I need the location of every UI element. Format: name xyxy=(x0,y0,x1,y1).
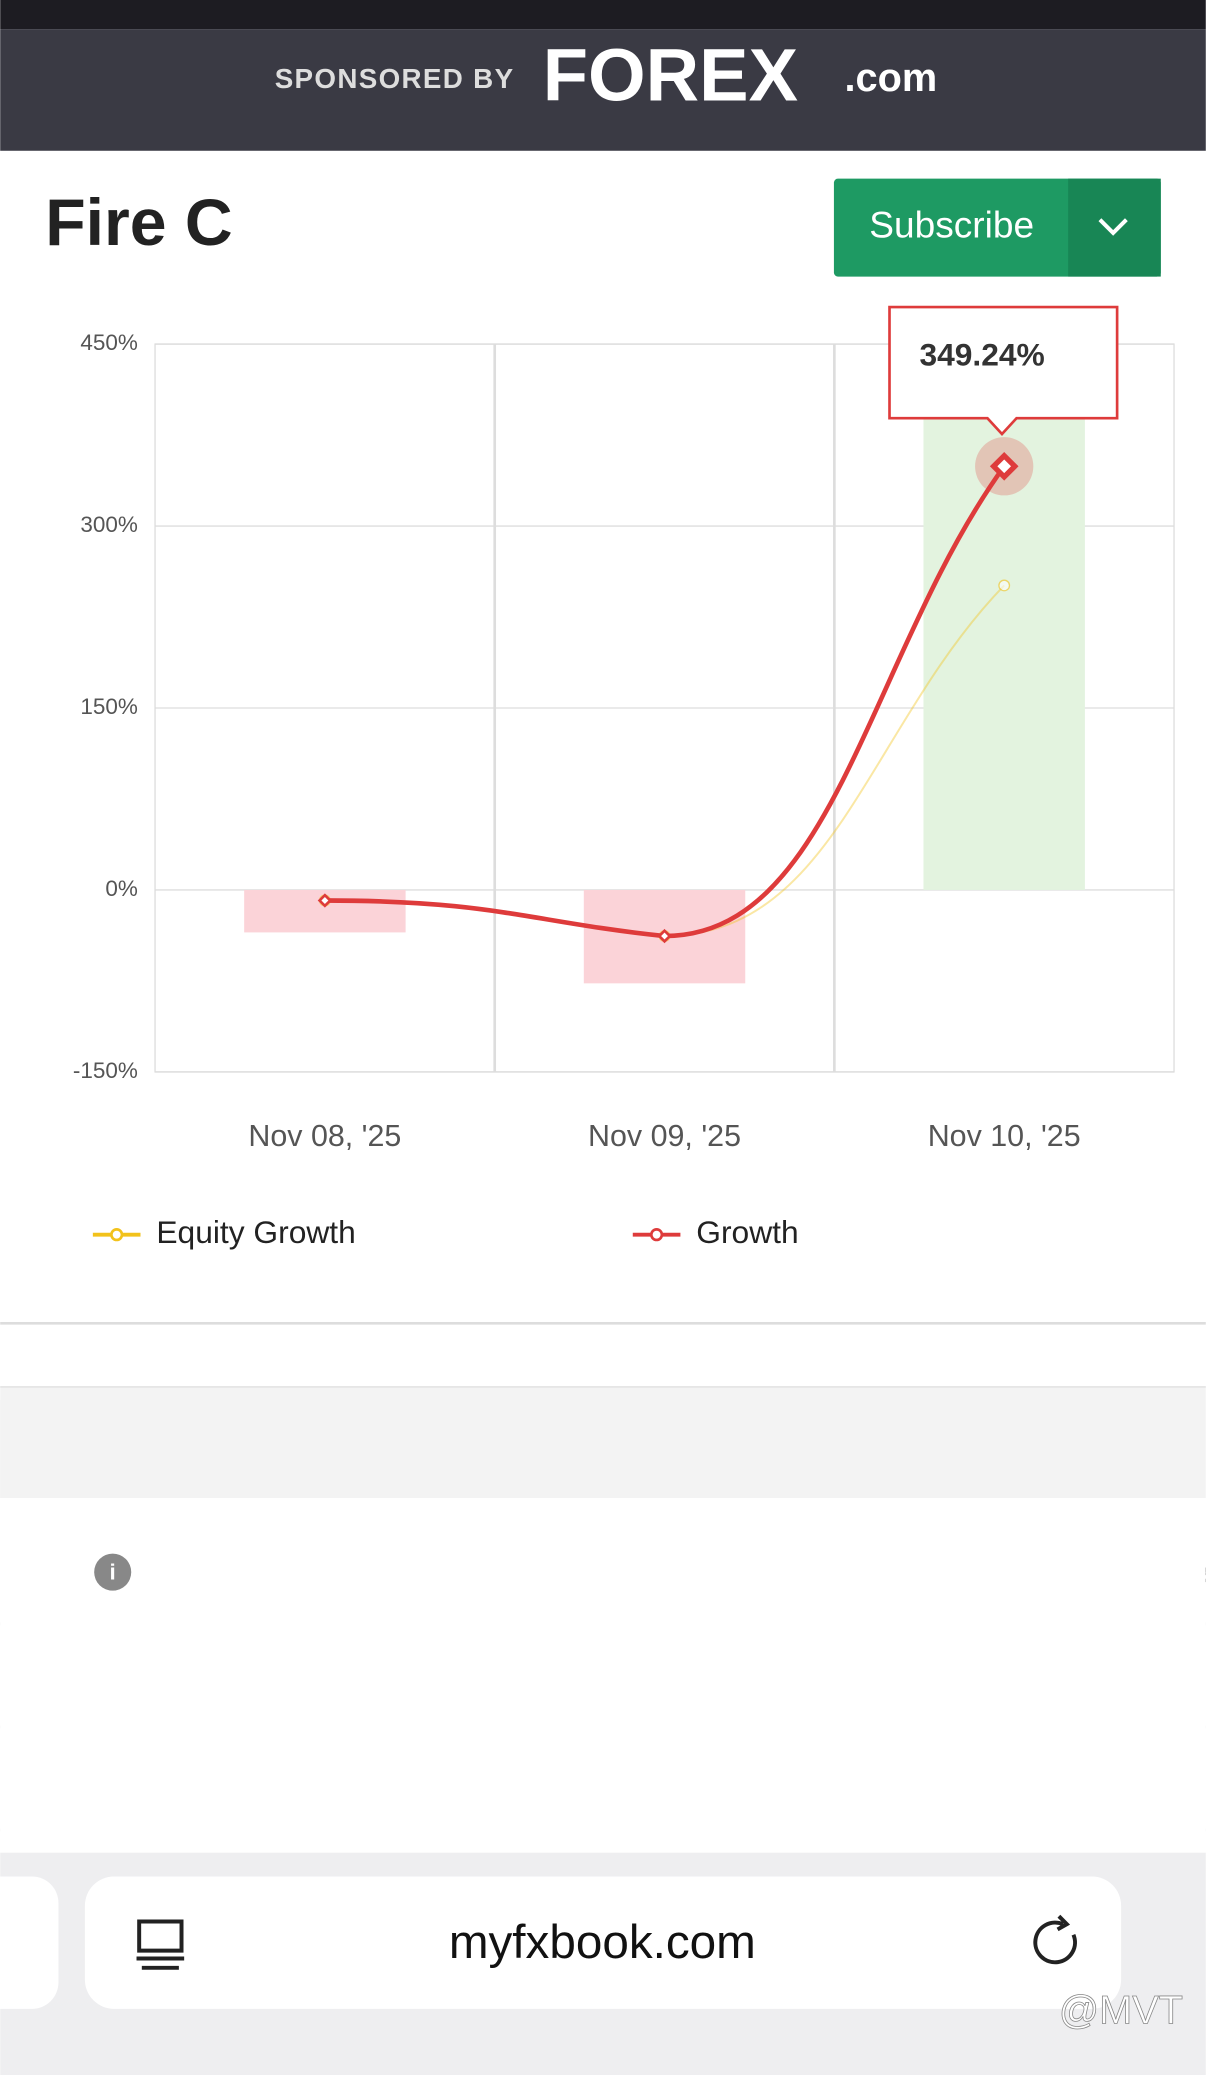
subscribe-dropdown[interactable] xyxy=(1068,178,1161,277)
tab-preview[interactable] xyxy=(0,1876,59,2009)
brand: FOREX xyxy=(543,33,798,116)
y-tick-label: 300% xyxy=(80,512,138,537)
table-bg xyxy=(0,1498,1206,1853)
point xyxy=(657,928,672,944)
reload-icon[interactable] xyxy=(1033,1914,1077,1965)
legend-label: Growth xyxy=(696,1214,798,1250)
url: myfxbook.com xyxy=(449,1916,756,1969)
legend-marker xyxy=(110,1228,124,1242)
info-icon[interactable] xyxy=(94,1553,132,1591)
y-tick-label: 0% xyxy=(105,876,138,901)
chevron xyxy=(1098,218,1128,236)
point xyxy=(998,579,1011,592)
x-tick-label: Nov 08, '25 xyxy=(248,1119,401,1153)
brand-suffix: .com xyxy=(845,56,938,100)
sponsor-text: SPONSORED BY xyxy=(275,63,515,94)
subscribe-label[interactable]: Subscribe xyxy=(869,203,1034,245)
y-tick-label: 450% xyxy=(80,330,138,355)
info-glyph: i xyxy=(110,1559,116,1584)
page-title: Fire C xyxy=(45,186,232,260)
tab-bar xyxy=(0,1386,1206,1499)
bar xyxy=(923,419,1085,890)
reader-icon[interactable] xyxy=(136,1919,185,1970)
watermark: @MVT xyxy=(1059,1988,1183,2032)
status-bar xyxy=(0,0,1206,30)
legend-marker xyxy=(649,1228,664,1242)
x-tick-label: Nov 10, '25 xyxy=(928,1119,1081,1153)
point xyxy=(989,451,1019,481)
y-tick-label: 150% xyxy=(80,694,138,719)
tooltip-label: 349.24% xyxy=(919,337,1044,373)
point xyxy=(317,893,333,908)
x-tick-label: Nov 09, '25 xyxy=(588,1119,741,1153)
y-tick-label: -150% xyxy=(73,1058,138,1083)
line-1 xyxy=(324,464,1007,939)
legend-label: Equity Growth xyxy=(156,1214,355,1250)
sponsor-banner xyxy=(0,29,1206,151)
tooltip xyxy=(888,305,1119,437)
url-field[interactable] xyxy=(84,1876,1122,2009)
